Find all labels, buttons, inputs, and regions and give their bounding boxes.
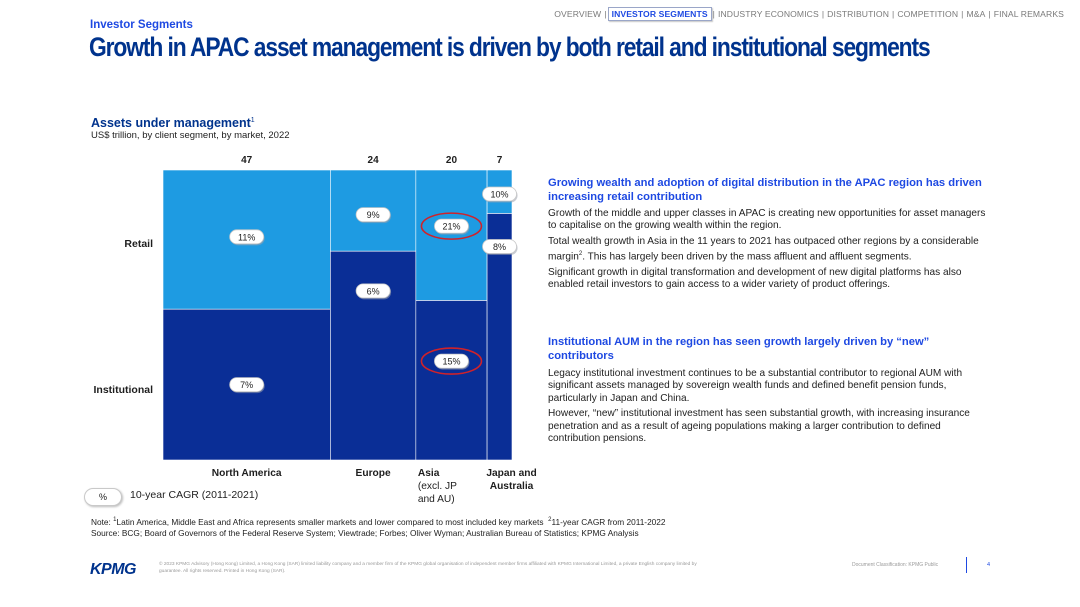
nav-separator: | bbox=[892, 9, 895, 19]
note-marker-1: 1 bbox=[113, 517, 117, 523]
market-3-total-label: 20 bbox=[446, 155, 458, 166]
market-4-institutional-cagr-bubble bbox=[482, 239, 517, 254]
nav-separator: | bbox=[604, 9, 607, 19]
institutional-paragraph-1: Legacy institutional investment continue… bbox=[548, 368, 963, 404]
nav-tab-distribution[interactable]: DISTRIBUTION bbox=[827, 9, 890, 19]
kpmg-logo: KPMG bbox=[90, 561, 137, 578]
market-3-institutional-cagr-label: 15% bbox=[442, 357, 460, 367]
nav-tab-competition[interactable]: COMPETITION bbox=[897, 9, 959, 19]
institutional-commentary: Institutional AUM in the region has seen… bbox=[548, 335, 988, 448]
legend-cagr-text: 10-year CAGR (2011-2021) bbox=[130, 489, 259, 501]
chart-title-footnote: 1 bbox=[250, 116, 255, 124]
market-4-axis-label: Japan and Australia bbox=[486, 468, 536, 492]
top-navigation: OVERVIEW | INVESTOR SEGMENTS | INDUSTRY ECON… bbox=[552, 7, 1066, 21]
market-2-retail-cagr-label: 9% bbox=[367, 210, 380, 220]
institutional-paragraph-2: However, “new” institutional investment … bbox=[548, 408, 970, 445]
nav-tab-industry-economics[interactable]: INDUSTRY ECONOMICS bbox=[718, 9, 819, 19]
nav-separator: | bbox=[988, 9, 991, 19]
retail-paragraph-1: Growth of the middle and upper classes i… bbox=[548, 208, 986, 232]
market-3-institutional-cagr-bubble bbox=[434, 353, 469, 369]
source-line: Source: BCG; Board of Governors of the F… bbox=[91, 527, 639, 538]
segment-label-institutional: Institutional bbox=[94, 384, 154, 396]
retail-paragraph-2-end: . This has largely been driven by the ma… bbox=[582, 251, 912, 263]
market-4-retail-cagr-label: 10% bbox=[491, 190, 509, 200]
market-4-retail-cagr-bubble bbox=[482, 186, 517, 202]
market-2-retail-cagr-bubble bbox=[355, 207, 391, 223]
page-number: 4 bbox=[987, 562, 991, 568]
market-1-retail-cagr-label: 11% bbox=[238, 232, 255, 242]
note-marker-2: 2 bbox=[548, 517, 552, 523]
retail-paragraph-2-text: Total wealth growth in Asia in the 11 ye… bbox=[548, 235, 979, 263]
market-3-retail-highlight bbox=[420, 212, 483, 240]
market-3-institutional-highlight bbox=[420, 347, 483, 375]
market-1-retail-cagr-bubble bbox=[229, 229, 265, 245]
nav-tab-investor-segments[interactable]: INVESTOR SEGMENTS bbox=[607, 7, 712, 21]
retail-heading: Growing wealth and adoption of digital d… bbox=[548, 177, 982, 203]
market-2-institutional-cagr-bubble bbox=[355, 283, 391, 299]
marimekko-chart: 47 11% 7% North America 24 9% 6% Europe 20 21% 15%… bbox=[94, 155, 537, 505]
market-4-total-label: 7 bbox=[497, 155, 503, 166]
chart-title: Assets under management1 bbox=[91, 116, 255, 130]
page-title: Growth in APAC asset management is drive… bbox=[89, 32, 931, 62]
market-3-axis-label: Asia (excl. JP and AU) bbox=[418, 468, 457, 505]
segment-label-retail: Retail bbox=[124, 238, 153, 250]
note-1-text: Latin America, Middle East and Africa re… bbox=[116, 516, 544, 527]
footer-divider bbox=[966, 557, 967, 573]
market-2-institutional-bar bbox=[330, 250, 417, 461]
nav-separator: | bbox=[961, 9, 964, 19]
footnote-2-marker: 2 bbox=[578, 251, 583, 258]
institutional-heading: Institutional AUM in the region has seen… bbox=[548, 336, 930, 362]
nav-tab-overview[interactable]: OVERVIEW bbox=[554, 9, 602, 19]
market-1-axis-label: North America bbox=[212, 468, 282, 479]
legend-cagr-symbol: % bbox=[84, 488, 122, 506]
chart-title-text: Assets under management bbox=[91, 116, 251, 130]
retail-paragraph-3: Significant growth in digital transforma… bbox=[548, 266, 962, 291]
legal-disclaimer: © 2023 KPMG Advisory (Hong Kong) Limited… bbox=[159, 562, 697, 574]
retail-paragraph-2: Total wealth growth in Asia in the 11 ye… bbox=[548, 236, 988, 264]
market-3-retail-cagr-bubble bbox=[434, 218, 469, 234]
market-3-retail-cagr-label: 21% bbox=[442, 222, 460, 232]
nav-tab-final-remarks[interactable]: FINAL REMARKS bbox=[993, 9, 1064, 19]
nav-separator: | bbox=[712, 9, 716, 19]
market-2-total-label: 24 bbox=[368, 155, 380, 166]
section-label: Investor Segments bbox=[90, 19, 193, 31]
note-2-text: 11-year CAGR from 2011-2022 bbox=[551, 516, 666, 527]
market-1-total-label: 47 bbox=[241, 155, 253, 166]
market-2-institutional-cagr-label: 6% bbox=[367, 286, 380, 296]
note-line: Note: 1Latin America, Middle East and Af… bbox=[91, 515, 666, 528]
notes-block: Note: 1Latin America, Middle East and Af… bbox=[91, 515, 666, 539]
nav-separator: | bbox=[821, 9, 825, 19]
retail-commentary: Growing wealth and adoption of digital d… bbox=[548, 176, 988, 295]
document-classification: Document Classification: KPMG Public bbox=[852, 562, 939, 568]
market-4-institutional-cagr-label: 8% bbox=[493, 242, 506, 252]
market-1-institutional-cagr-bubble bbox=[229, 377, 265, 393]
chart-subtitle: US$ trillion, by client segment, by mark… bbox=[91, 130, 290, 141]
market-2-axis-label: Europe bbox=[356, 468, 391, 479]
market-3-retail-bar bbox=[415, 169, 488, 301]
nav-tab-m-a[interactable]: M&A bbox=[966, 9, 986, 19]
market-3-institutional-bar bbox=[415, 300, 488, 461]
note-prefix: Note: bbox=[91, 516, 114, 527]
market-1-institutional-cagr-label: 7% bbox=[240, 380, 253, 390]
